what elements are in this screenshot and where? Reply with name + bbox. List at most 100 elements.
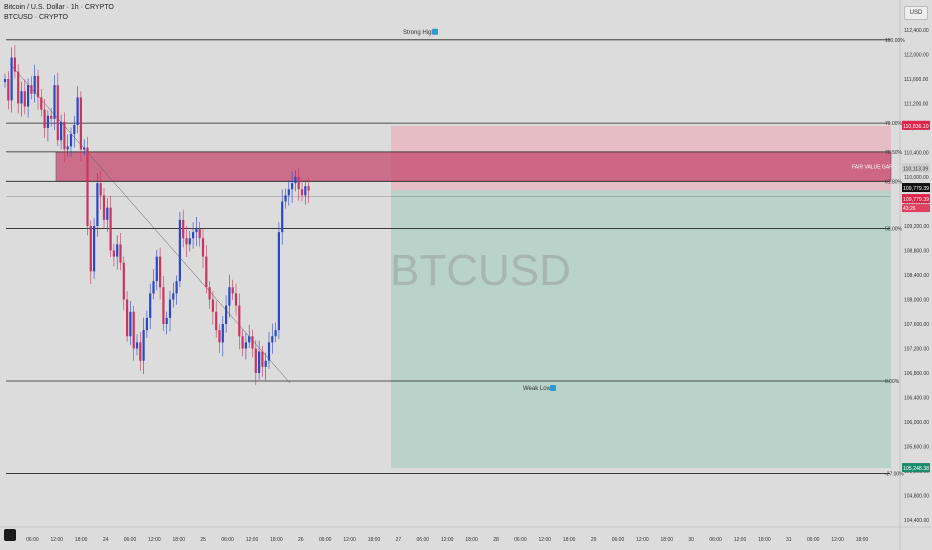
candle-body — [297, 177, 300, 190]
candle-body — [139, 342, 142, 361]
x-tick-label: 12:00 — [246, 537, 259, 543]
candle-body — [112, 250, 115, 257]
candle-body — [152, 281, 155, 294]
candle-body — [165, 317, 168, 324]
candle-body — [3, 79, 7, 83]
x-tick-label: 06:00 — [807, 537, 820, 543]
y-tick-label: 108,400.00 — [904, 273, 929, 279]
candle-body — [205, 256, 208, 288]
candle-body — [43, 109, 46, 128]
x-tick-label: 06:00 — [221, 537, 234, 543]
candle-body — [248, 336, 251, 343]
candle-body — [27, 85, 30, 107]
x-tick-label: 18:00 — [270, 537, 283, 543]
y-tick-label: 110,400.00 — [904, 151, 929, 157]
fair-value-gap-zone — [55, 151, 892, 182]
fib-label: 79.00% — [885, 121, 903, 127]
candle-body — [241, 336, 244, 349]
x-tick-label: 12:00 — [734, 537, 747, 543]
x-tick-label: 06:00 — [319, 537, 332, 543]
candle-body — [304, 186, 307, 196]
y-tick-label: 104,800.00 — [904, 494, 929, 500]
candle-body — [267, 342, 271, 361]
y-tick-label: 106,000.00 — [904, 420, 929, 426]
candle-body — [172, 293, 175, 300]
candle-body — [234, 293, 238, 306]
y-tick-label: 108,000.00 — [904, 298, 929, 304]
x-tick-label: 29 — [591, 537, 597, 543]
candle-body — [129, 311, 132, 337]
candle-body — [135, 342, 139, 349]
candle-body — [7, 79, 10, 101]
candle-body — [79, 97, 82, 150]
candle-body — [17, 71, 20, 104]
candle-body — [20, 91, 23, 104]
stop-price-tag: 110,836.10 — [903, 124, 929, 130]
candle-body — [258, 351, 261, 373]
x-tick-label: 12:00 — [831, 537, 844, 543]
candle-body — [192, 232, 195, 239]
trend-line — [9, 63, 291, 384]
candle-body — [86, 147, 89, 226]
x-tick-label: 24 — [103, 537, 109, 543]
candle-body — [99, 183, 102, 196]
candle-body — [83, 147, 86, 150]
x-tick-label: 18:00 — [758, 537, 771, 543]
fvg-price-tag: 110,113.39 — [903, 166, 928, 172]
x-tick-label: 18:00 — [465, 537, 478, 543]
candle-body — [294, 177, 297, 184]
candle-body — [274, 330, 277, 337]
candle-body — [56, 85, 59, 141]
x-tick-label: 18:00 — [173, 537, 186, 543]
candle-body — [215, 311, 218, 331]
symbol-title[interactable]: Bitcoin / U.S. Dollar · 1h · CRYPTO — [4, 4, 114, 11]
x-tick-label: 12:00 — [636, 537, 649, 543]
candle-body — [126, 299, 129, 337]
symbol-subtitle: BTCUSD · CRYPTO — [4, 14, 68, 21]
candle-body — [96, 183, 99, 226]
current-price-tag-bg — [902, 194, 930, 204]
y-tick-label: 107,600.00 — [904, 322, 929, 328]
y-tick-label: 112,000.00 — [904, 53, 929, 59]
candle-body — [109, 207, 112, 251]
candle-body — [116, 244, 119, 257]
candle-body — [53, 85, 56, 119]
candle-body — [291, 183, 294, 190]
currency-button[interactable]: USD — [904, 6, 928, 20]
target-price-tag-bg — [902, 463, 930, 473]
strong-high-label: Strong High — [403, 30, 435, 36]
x-tick-label: 12:00 — [343, 537, 356, 543]
candle-body — [66, 146, 69, 150]
x-tick-label: 12:00 — [51, 537, 64, 543]
fvg-price-tag-bg — [902, 163, 930, 173]
candle-body — [10, 57, 13, 101]
x-tick-label: 25 — [200, 537, 206, 543]
candle-body — [198, 229, 201, 239]
x-tick-label: 12:00 — [148, 537, 161, 543]
candle-body — [218, 330, 221, 343]
y-tick-label: 104,400.00 — [904, 518, 929, 524]
candle-body — [30, 85, 33, 94]
candle-body — [228, 287, 231, 306]
candle-body — [33, 75, 36, 94]
y-tick-label: 108,800.00 — [904, 249, 929, 255]
x-tick-label: 06:00 — [124, 537, 137, 543]
candle-body — [277, 232, 280, 331]
stop-price-tag-bg — [902, 120, 930, 130]
candle-body — [271, 336, 274, 343]
candle-body — [159, 256, 162, 288]
candle-body — [251, 336, 254, 349]
candle-body — [188, 238, 191, 245]
watermark-text: BTCUSD — [390, 246, 571, 295]
current-price-tag: 109,779.39 — [903, 197, 929, 203]
candle-body — [211, 299, 214, 312]
candle-body — [195, 229, 198, 233]
candle-body — [201, 238, 205, 257]
candle-body — [40, 97, 43, 110]
candle-body — [185, 238, 188, 245]
fib-label: 70.50% — [885, 150, 903, 156]
x-tick-label: 31 — [786, 537, 792, 543]
candle-body — [69, 134, 73, 147]
candle-body — [221, 324, 224, 343]
